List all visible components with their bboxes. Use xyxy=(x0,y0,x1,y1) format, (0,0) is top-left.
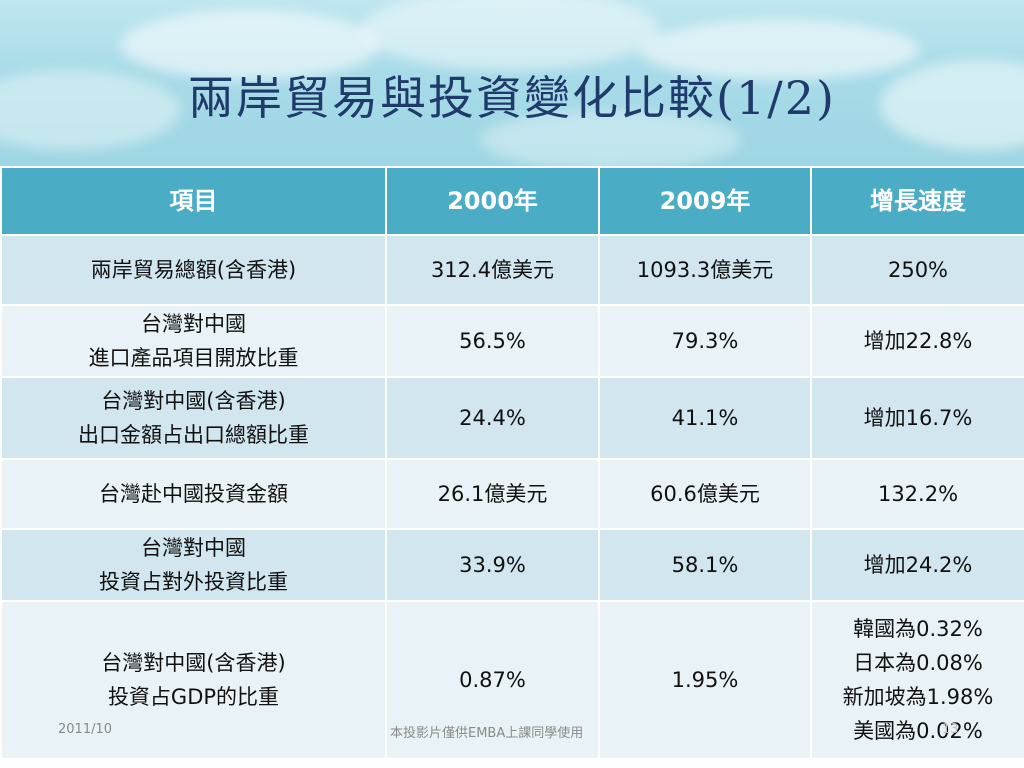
row-2000: 0.87% xyxy=(385,600,600,760)
row-2000: 312.4億美元 xyxy=(385,234,600,306)
row-2000: 56.5% xyxy=(385,304,600,378)
row-growth: 韓國為0.32% 日本為0.08% 新加坡為1.98% 美國為0.02% xyxy=(810,600,1024,760)
table-row: 台灣對中國(含香港) 投資占GDP的比重 0.87% 1.95% 韓國為0.32… xyxy=(0,600,1024,760)
header-2000: 2000年 xyxy=(385,166,600,236)
page-number: 13 xyxy=(942,722,959,737)
row-growth: 250% xyxy=(810,234,1024,306)
row-growth: 增加22.8% xyxy=(810,304,1024,378)
slide-title: 兩岸貿易與投資變化比較(1/2) xyxy=(188,71,836,125)
row-2009: 41.1% xyxy=(598,376,812,460)
row-2000: 33.9% xyxy=(385,528,600,602)
header-2009: 2009年 xyxy=(598,166,812,236)
table-row: 台灣對中國 進口產品項目開放比重 56.5% 79.3% 增加22.8% xyxy=(0,304,1024,378)
row-item: 台灣對中國(含香港) 投資占GDP的比重 xyxy=(0,600,387,760)
row-2009: 1093.3億美元 xyxy=(598,234,812,306)
row-item: 台灣對中國 進口產品項目開放比重 xyxy=(0,304,387,378)
header-item: 項目 xyxy=(0,166,387,236)
row-2000: 26.1億美元 xyxy=(385,458,600,530)
row-item: 兩岸貿易總額(含香港) xyxy=(0,234,387,306)
table-row: 台灣對中國 投資占對外投資比重 33.9% 58.1% 增加24.2% xyxy=(0,528,1024,602)
row-2000: 24.4% xyxy=(385,376,600,460)
table-row: 台灣赴中國投資金額 26.1億美元 60.6億美元 132.2% xyxy=(0,458,1024,530)
table-row: 兩岸貿易總額(含香港) 312.4億美元 1093.3億美元 250% xyxy=(0,234,1024,306)
header-growth: 增長速度 xyxy=(810,166,1024,236)
row-growth: 132.2% xyxy=(810,458,1024,530)
row-2009: 1.95% xyxy=(598,600,812,760)
table-header-row: 項目 2000年 2009年 增長速度 xyxy=(0,166,1024,236)
footer-note: 本投影片僅供EMBA上課同學使用 xyxy=(390,726,584,741)
row-2009: 60.6億美元 xyxy=(598,458,812,530)
footer-date: 2011/10 xyxy=(58,722,113,737)
row-item: 台灣對中國(含香港) 出口金額占出口總額比重 xyxy=(0,376,387,460)
row-2009: 58.1% xyxy=(598,528,812,602)
row-item: 台灣對中國 投資占對外投資比重 xyxy=(0,528,387,602)
row-growth: 增加24.2% xyxy=(810,528,1024,602)
table-row: 台灣對中國(含香港) 出口金額占出口總額比重 24.4% 41.1% 增加16.… xyxy=(0,376,1024,460)
sky-background xyxy=(0,0,1024,168)
row-2009: 79.3% xyxy=(598,304,812,378)
row-growth: 增加16.7% xyxy=(810,376,1024,460)
row-item: 台灣赴中國投資金額 xyxy=(0,458,387,530)
comparison-table: 項目 2000年 2009年 增長速度 兩岸貿易總額(含香港) 312.4億美元… xyxy=(0,166,1024,760)
